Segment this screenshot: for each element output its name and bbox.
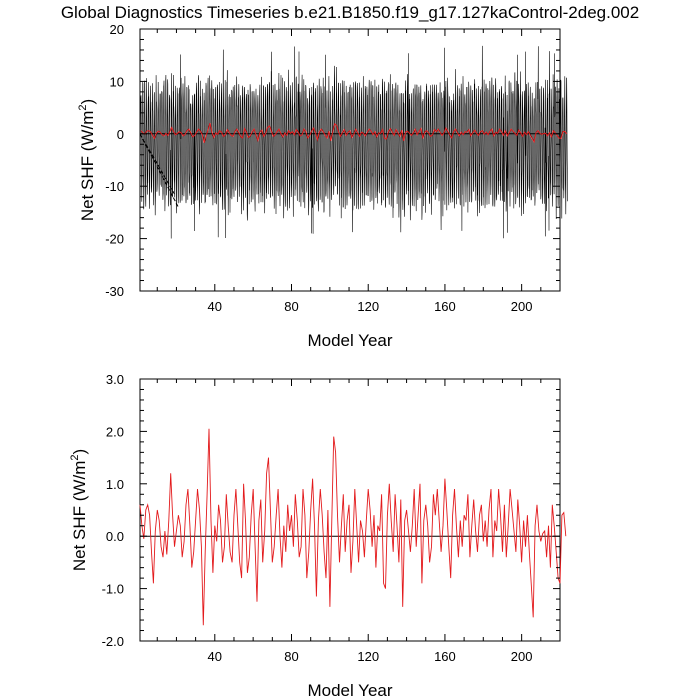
x-tick-label: 40	[208, 649, 222, 664]
x-tick-label: 80	[284, 649, 298, 664]
figure-title: Global Diagnostics Timeseries b.e21.B185…	[61, 3, 639, 22]
y-tick-label: -20	[105, 232, 124, 247]
series-annual-mean-top	[140, 122, 568, 144]
panel-bottom: 40 80 120 160 200 -2.0 -1.0 0.0 1.0 2.0 3.0 Model …	[69, 372, 567, 700]
x-tick-label: 200	[511, 299, 533, 314]
series-annual-net-shf	[139, 428, 567, 626]
axes-bottom: 40 80 120 160 200 -2.0 -1.0 0.0 1.0 2.0 3.0	[102, 372, 561, 664]
series-monthly-net-shf	[139, 45, 568, 239]
x-tick-label: 120	[357, 299, 379, 314]
x-tick-label: 160	[434, 649, 456, 664]
x-tick-label: 40	[208, 299, 222, 314]
x-axis-label-bottom: Model Year	[307, 681, 392, 700]
y-tick-label: 3.0	[106, 372, 124, 387]
x-tick-label: 200	[511, 649, 533, 664]
y-tick-label: 10	[110, 74, 124, 89]
axes-top: 40 80 120 160 200 -30 -20 -10 0 10 20	[105, 22, 561, 314]
x-axis-label-top: Model Year	[307, 331, 392, 350]
y-tick-label: 0	[117, 127, 124, 142]
x-tick-label: 160	[434, 299, 456, 314]
spinup-trend-line	[139, 133, 175, 195]
data-layer-top	[139, 45, 568, 239]
y-axis-label-bottom: Net SHF (W/m2)	[69, 449, 89, 571]
y-tick-label: -1.0	[102, 582, 124, 597]
y-tick-label: 1.0	[106, 477, 124, 492]
x-tick-label: 80	[284, 299, 298, 314]
y-tick-label: 0.0	[106, 529, 124, 544]
data-layer-bottom	[139, 428, 567, 626]
y-tick-label: 20	[110, 22, 124, 37]
x-tick-label: 120	[357, 649, 379, 664]
spinup-trend-line	[139, 133, 179, 208]
y-axis-label-top: Net SHF (W/m2)	[77, 99, 97, 221]
panel-top: 40 80 120 160 200 -30 -20 -10 0 10 20 Model Year N…	[77, 22, 568, 350]
y-tick-label: -10	[105, 179, 124, 194]
y-tick-label: -2.0	[102, 634, 124, 649]
y-tick-label: -30	[105, 284, 124, 299]
y-tick-label: 2.0	[106, 424, 124, 439]
plot-area-bottom	[139, 378, 561, 642]
